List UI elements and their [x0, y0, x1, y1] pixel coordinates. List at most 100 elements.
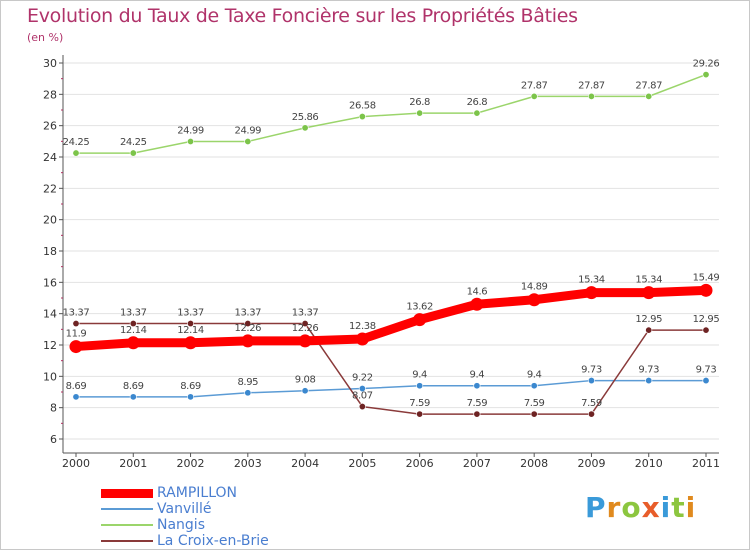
- data-point: [184, 336, 198, 350]
- data-point: [527, 293, 541, 307]
- data-label: 15.34: [635, 275, 662, 286]
- data-point: [72, 393, 80, 401]
- logo-letter: r: [606, 491, 622, 524]
- data-label: 27.87: [578, 80, 605, 91]
- data-label: 15.49: [693, 272, 720, 283]
- legend-swatch: [101, 488, 153, 498]
- y-axis-unit: (en %): [27, 31, 64, 44]
- data-point: [473, 382, 481, 390]
- data-labels: 8.69 8.69 8.69 8.95 9.08 9.22 9.4 9.4 9.4 9.73 9.7…: [63, 59, 720, 409]
- data-label: 7.59: [409, 398, 430, 409]
- data-label: 12.14: [177, 325, 204, 336]
- data-point: [72, 149, 80, 157]
- legend-swatch: [101, 524, 153, 526]
- y-tick-label: 14: [43, 308, 57, 321]
- y-tick-label: 12: [43, 339, 57, 352]
- data-label: 27.87: [635, 80, 662, 91]
- data-point: [72, 320, 80, 328]
- legend-label: Nangis: [157, 517, 205, 533]
- logo-letter: i: [660, 491, 672, 524]
- data-point: [301, 124, 309, 132]
- x-tick-label: 2003: [234, 457, 262, 470]
- x-tick-label: 2004: [291, 457, 319, 470]
- data-label: 11.9: [66, 329, 87, 340]
- data-point: [358, 113, 366, 121]
- y-tick-label: 6: [50, 433, 57, 446]
- data-point: [702, 326, 710, 334]
- data-point: [587, 377, 595, 385]
- data-point: [129, 320, 137, 328]
- data-label: 24.25: [120, 137, 147, 148]
- data-label: 12.95: [635, 314, 662, 325]
- data-point: [473, 109, 481, 117]
- y-tick-label: 30: [43, 57, 57, 70]
- data-label: 14.6: [467, 286, 488, 297]
- y-tick-label: 26: [43, 120, 57, 133]
- logo-letter: i: [685, 491, 697, 524]
- data-point: [699, 283, 713, 297]
- series-line-2: [75, 322, 707, 415]
- data-label: 13.37: [292, 308, 319, 319]
- data-point: [244, 137, 252, 145]
- x-tick-label: 2001: [119, 457, 147, 470]
- data-point: [187, 320, 195, 328]
- data-point: [584, 286, 598, 300]
- legend-label: La Croix-en-Brie: [157, 533, 269, 549]
- data-label: 12.26: [292, 323, 319, 334]
- series-line-1: [75, 73, 707, 154]
- data-point: [416, 410, 424, 418]
- x-tick-label: 2011: [692, 457, 720, 470]
- series-line-3: [71, 285, 711, 352]
- series-lines: [71, 73, 711, 415]
- legend-label: Vanvillé: [157, 501, 212, 517]
- plot-area: 6 8 10 12 14 16 18 20 22 24 26 28 30 2000 2001 2002 2003…: [43, 55, 720, 470]
- data-point: [187, 137, 195, 145]
- data-label: 26.58: [349, 101, 376, 112]
- data-point: [358, 385, 366, 393]
- x-tick-label: 2002: [177, 457, 205, 470]
- data-point: [187, 393, 195, 401]
- data-point: [298, 334, 312, 348]
- data-point: [530, 410, 538, 418]
- data-label: 13.62: [406, 302, 433, 313]
- data-point: [642, 286, 656, 300]
- y-tick-label: 8: [50, 402, 57, 415]
- data-label: 12.38: [349, 321, 376, 332]
- data-point: [530, 382, 538, 390]
- x-tick-label: 2009: [577, 457, 605, 470]
- y-tick-label: 22: [43, 182, 57, 195]
- data-label: 25.86: [292, 112, 319, 123]
- data-label: 12.14: [120, 325, 147, 336]
- legend-swatch: [101, 540, 153, 542]
- data-label: 29.26: [693, 59, 720, 70]
- proxiti-logo: Proxiti: [585, 491, 696, 524]
- data-point: [645, 377, 653, 385]
- axes: 6 8 10 12 14 16 18 20 22 24 26 28 30 2000 2001 2002 2003…: [43, 55, 720, 470]
- legend-label: RAMPILLON: [157, 485, 237, 501]
- data-point: [358, 403, 366, 411]
- data-point: [587, 410, 595, 418]
- data-label: 13.37: [63, 308, 90, 319]
- data-label: 27.87: [521, 80, 548, 91]
- data-label: 26.8: [467, 97, 488, 108]
- x-tick-label: 2008: [520, 457, 548, 470]
- data-label: 7.59: [524, 398, 545, 409]
- data-label: 14.89: [521, 282, 548, 293]
- data-point: [416, 382, 424, 390]
- data-label: 9.73: [696, 365, 717, 376]
- y-tick-label: 28: [43, 88, 57, 101]
- data-label: 9.4: [412, 370, 427, 381]
- data-point: [702, 377, 710, 385]
- data-label: 7.59: [467, 398, 488, 409]
- y-tick-label: 24: [43, 151, 57, 164]
- data-label: 8.69: [66, 381, 87, 392]
- data-label: 9.73: [581, 365, 602, 376]
- y-tick-label: 18: [43, 245, 57, 258]
- data-label: 9.4: [470, 370, 485, 381]
- data-label: 12.26: [234, 323, 261, 334]
- data-point: [126, 336, 140, 350]
- data-label: 24.99: [234, 125, 261, 136]
- data-point: [645, 326, 653, 334]
- data-label: 9.4: [527, 370, 542, 381]
- data-point: [413, 313, 427, 327]
